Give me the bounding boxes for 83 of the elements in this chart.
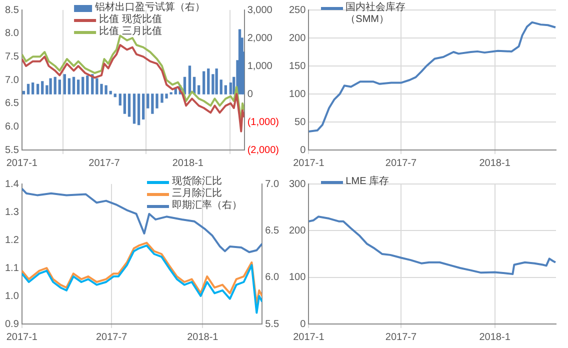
bar [86, 75, 89, 94]
bar [109, 90, 112, 94]
bar [220, 80, 222, 94]
y-tick-label: 0.9 [4, 318, 20, 330]
y2-tick-label: 5.5 [265, 318, 280, 330]
x-tick-label: 2017-1 [6, 332, 38, 343]
x-tick-label: 2017-1 [6, 158, 38, 169]
bar [114, 94, 116, 98]
bar [198, 85, 200, 94]
y2-tick-label: 0 [247, 88, 254, 100]
legend-label: 现货除汇比 [172, 176, 222, 188]
y-tick-label: 50 [294, 116, 306, 128]
bar [58, 80, 61, 94]
y-tick-label: 1.0 [4, 290, 20, 302]
bar [41, 81, 44, 94]
y-tick-label: 1.1 [4, 262, 20, 274]
y-tick-label: 150 [288, 60, 306, 72]
x-tick-label: 2018-1 [172, 158, 204, 169]
y-tick-label: 8.0 [4, 28, 20, 40]
y-tick-label: 300 [288, 178, 306, 190]
y-tick-label: 250 [288, 4, 306, 16]
y-tick-label: 0 [300, 144, 306, 156]
bar [123, 94, 126, 114]
y-tick-label: 0 [300, 318, 306, 330]
y2-tick-label: (2,000) [247, 144, 280, 156]
legend-label: 铝材出口盈亏试算（右） [95, 2, 206, 14]
bar [207, 68, 210, 94]
legend-label: 即期汇率（右） [172, 200, 242, 212]
legend-label: 国内社会库存（SMM） [346, 2, 407, 26]
bar [54, 76, 56, 94]
x-tick-label: 2018-1 [479, 158, 511, 169]
y2-tick-label: 7.0 [265, 178, 280, 190]
x-tick-label: 2017-7 [385, 332, 417, 343]
y2-tick-label: 1,000 [247, 60, 273, 72]
y-tick-label: 6.0 [4, 121, 20, 132]
x-tick-label: 2018-1 [479, 332, 511, 343]
y-tick-label: 5.5 [4, 144, 20, 156]
bar [224, 85, 227, 94]
bar [142, 94, 145, 120]
x-tick-label: 2018-1 [187, 332, 219, 343]
bar [82, 76, 84, 94]
bar [146, 94, 150, 108]
y-tick-label: 1.4 [4, 178, 20, 190]
y2-tick-label: 6.0 [265, 272, 280, 284]
bar [68, 78, 71, 94]
y-tick-label: 200 [288, 32, 306, 44]
legend-label: 比值 现货比值 [99, 14, 162, 26]
bar [188, 66, 192, 94]
y-tick-label: 7.0 [4, 74, 20, 86]
bar [22, 90, 26, 94]
y-tick-label: 100 [288, 272, 306, 284]
y-tick-label: 6.5 [4, 98, 20, 110]
legend-label: 三月除汇比 [172, 188, 222, 200]
y-tick-label: 1.3 [4, 206, 20, 218]
bar [137, 94, 140, 126]
y-tick-label: 100 [288, 88, 306, 100]
bar [128, 94, 131, 117]
bar [26, 84, 30, 94]
y-tick-label: 1.2 [4, 234, 20, 246]
bar [202, 71, 206, 94]
bar [36, 84, 40, 94]
y-tick-label: 7.5 [4, 51, 20, 62]
x-tick-label: 2017-7 [88, 158, 120, 169]
bar [132, 94, 136, 124]
x-tick-label: 2017-1 [293, 158, 325, 169]
bar [118, 94, 122, 106]
x-tick-label: 2017-7 [385, 158, 417, 169]
bar [215, 68, 218, 94]
bar [49, 78, 52, 94]
x-tick-label: 2017-7 [96, 332, 128, 343]
legend-label: 比值 三月比值 [99, 26, 162, 38]
y2-tick-label: 6.5 [265, 225, 280, 236]
x-tick-label: 2017-1 [293, 332, 325, 343]
y2-tick-label: 2,000 [247, 32, 273, 44]
legend-label: LME 库存 [346, 176, 390, 188]
bar [31, 82, 34, 94]
y-tick-label: 8.5 [4, 4, 20, 16]
bar [72, 76, 76, 94]
y2-tick-label: (1,000) [247, 116, 280, 128]
bar [76, 80, 80, 94]
y-tick-label: 200 [288, 225, 306, 236]
y2-tick-label: 3,000 [247, 4, 273, 16]
bar [63, 74, 66, 94]
